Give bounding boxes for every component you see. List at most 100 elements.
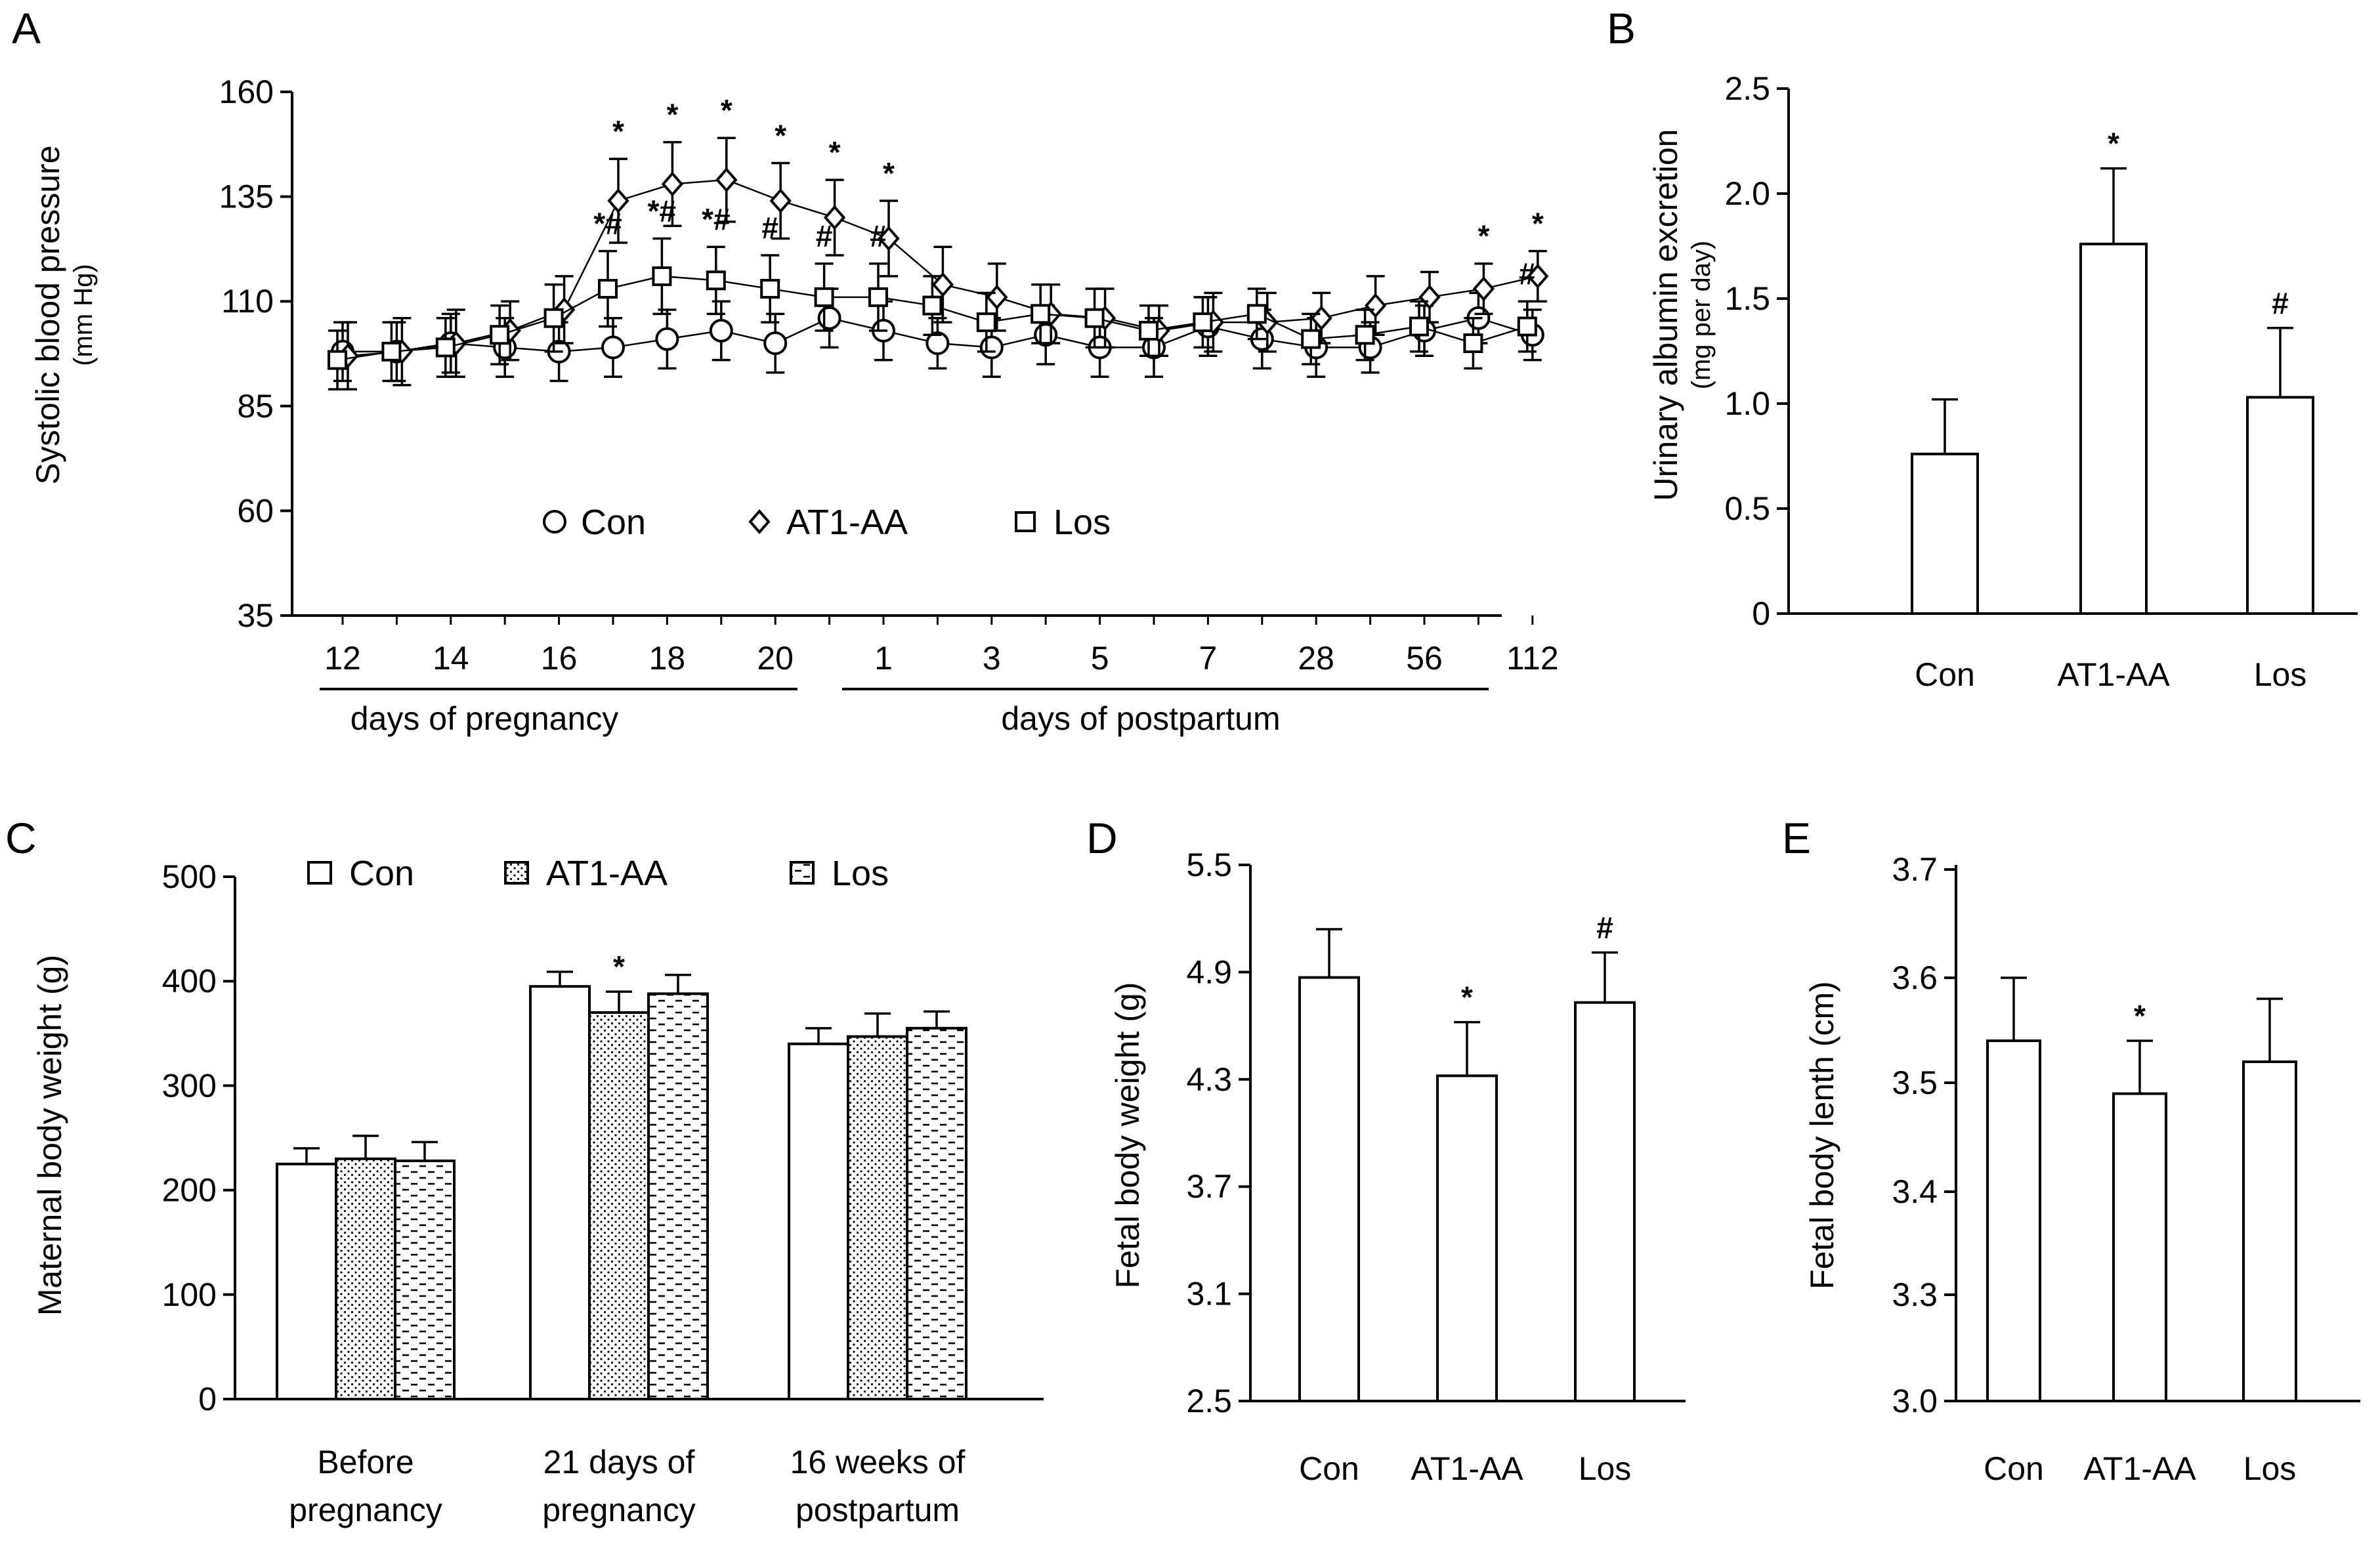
panel-label-d: D [1086, 814, 1118, 862]
square-point [922, 295, 943, 316]
panel-label-c: C [5, 814, 37, 862]
legend-circle-icon [543, 510, 566, 534]
y-tick-label: 0 [198, 1381, 217, 1417]
legend-swatch-los [790, 861, 815, 885]
x-category-label: Con [1915, 656, 1975, 693]
square-point [381, 341, 402, 362]
square-point [1301, 329, 1321, 349]
y-tick-label: 1.0 [1724, 385, 1770, 422]
x-category-label: Con [1984, 1450, 2044, 1487]
y-tick-label: 500 [162, 858, 217, 895]
diamond-point [1364, 293, 1387, 318]
y-axis-sublabel: (mm Hg) [69, 264, 98, 366]
legend-label: AT1-AA [786, 503, 908, 542]
panel-b-bar-chart: 0 0.5 1.0 1.5 2.0 2.5 Urinary albumin excretio… [1647, 70, 2358, 693]
x-tick-label: 3 [983, 640, 1001, 677]
significance-marker: * [2108, 127, 2119, 161]
diamond-point [607, 188, 629, 214]
square-point [490, 325, 510, 345]
square-point [760, 279, 780, 299]
y-tick-label: 3.7 [1892, 851, 1938, 888]
y-tick-label: 3.1 [1186, 1276, 1232, 1312]
square-point [328, 350, 347, 370]
legend-label: Con [581, 503, 646, 542]
significance-marker: # [870, 219, 887, 253]
square-point [1031, 304, 1051, 324]
diamond-point [823, 205, 846, 230]
y-tick-label: 0.5 [1724, 490, 1770, 527]
square-point [598, 279, 618, 299]
circle-point [925, 331, 950, 356]
square-point [1193, 312, 1213, 333]
square-point [976, 312, 996, 333]
legend-swatch-con [307, 861, 332, 885]
square-point [543, 308, 564, 328]
x-category-label: 21 days of [543, 1444, 695, 1480]
legend-square-icon [1015, 511, 1036, 532]
bar-los [1574, 1001, 1636, 1402]
x-tick-label: 20 [757, 640, 794, 677]
significance-marker: # [761, 211, 778, 245]
y-tick-label: 3.6 [1892, 959, 1938, 996]
x-tick-label: 14 [433, 640, 469, 677]
x-tick-label: 28 [1298, 640, 1334, 677]
square-point [1409, 316, 1429, 337]
x-category-label: Con [1299, 1450, 1359, 1487]
significance-marker: * [2134, 999, 2146, 1033]
legend: Con AT1-AA Los [307, 854, 889, 893]
series-los [328, 237, 1537, 391]
bar-los [647, 992, 709, 1400]
legend-label: Los [1053, 503, 1111, 542]
legend-diamond-icon [748, 509, 771, 535]
x-category-label: Los [2254, 656, 2307, 693]
x-tick-label: 112 [1506, 640, 1559, 677]
significance-marker: * [883, 156, 895, 190]
significance-marker: * [1477, 219, 1489, 253]
significance-marker: # [816, 219, 833, 253]
y-tick-label: 35 [237, 597, 274, 634]
y-axis-label: Systolic blood pressure [30, 146, 66, 485]
circle-point [709, 318, 733, 343]
panel-label-e: E [1782, 814, 1811, 862]
x-category-label: pregnancy [542, 1492, 696, 1528]
bar-los [2242, 1060, 2297, 1402]
diamond-point [661, 171, 684, 197]
y-tick-label: 85 [237, 388, 274, 425]
significance-marker: * [1532, 207, 1544, 241]
panel-label-a: A [12, 4, 41, 52]
circle-point [601, 335, 625, 360]
x-tick-label: 56 [1406, 640, 1443, 677]
x-category-label: AT1-AA [2083, 1450, 2196, 1487]
y-axis-label: Maternal body weight (g) [32, 955, 68, 1316]
group-label: days of postpartum [1001, 700, 1280, 737]
y-tick-label: 5.5 [1186, 847, 1232, 883]
significance-marker: *# [702, 202, 730, 236]
square-point [1517, 316, 1537, 337]
square-point [1355, 325, 1375, 345]
significance-marker: *# [593, 207, 622, 241]
significance-marker: # [1596, 910, 1613, 944]
y-tick-label: 3.5 [1892, 1064, 1938, 1101]
x-tick-label: 7 [1199, 640, 1217, 677]
x-category-label: 16 weeks of [790, 1444, 966, 1480]
panel-d-bar-chart: 2.5 3.1 3.7 4.3 4.9 5.5 Fetal body weight (g) C… [1109, 847, 1686, 1487]
y-tick-label: 4.3 [1186, 1061, 1232, 1098]
significance-marker: # [2272, 286, 2289, 320]
x-category-label: AT1-AA [2057, 656, 2170, 693]
square-point [814, 287, 834, 307]
significance-marker: * [666, 98, 678, 132]
bar-at1-aa [335, 1157, 396, 1400]
diamond-point [1472, 276, 1495, 302]
circle-point [979, 335, 1004, 360]
significance-marker: * [613, 950, 625, 984]
bar-at1-aa [1436, 1074, 1498, 1403]
bar-con [276, 1162, 337, 1401]
x-tick-label: 12 [324, 640, 361, 677]
bar-con [1911, 452, 1979, 615]
y-tick-label: 60 [237, 492, 274, 529]
significance-marker: * [829, 135, 841, 169]
bar-at1-aa [2079, 242, 2148, 615]
y-tick-label: 3.7 [1186, 1168, 1232, 1205]
